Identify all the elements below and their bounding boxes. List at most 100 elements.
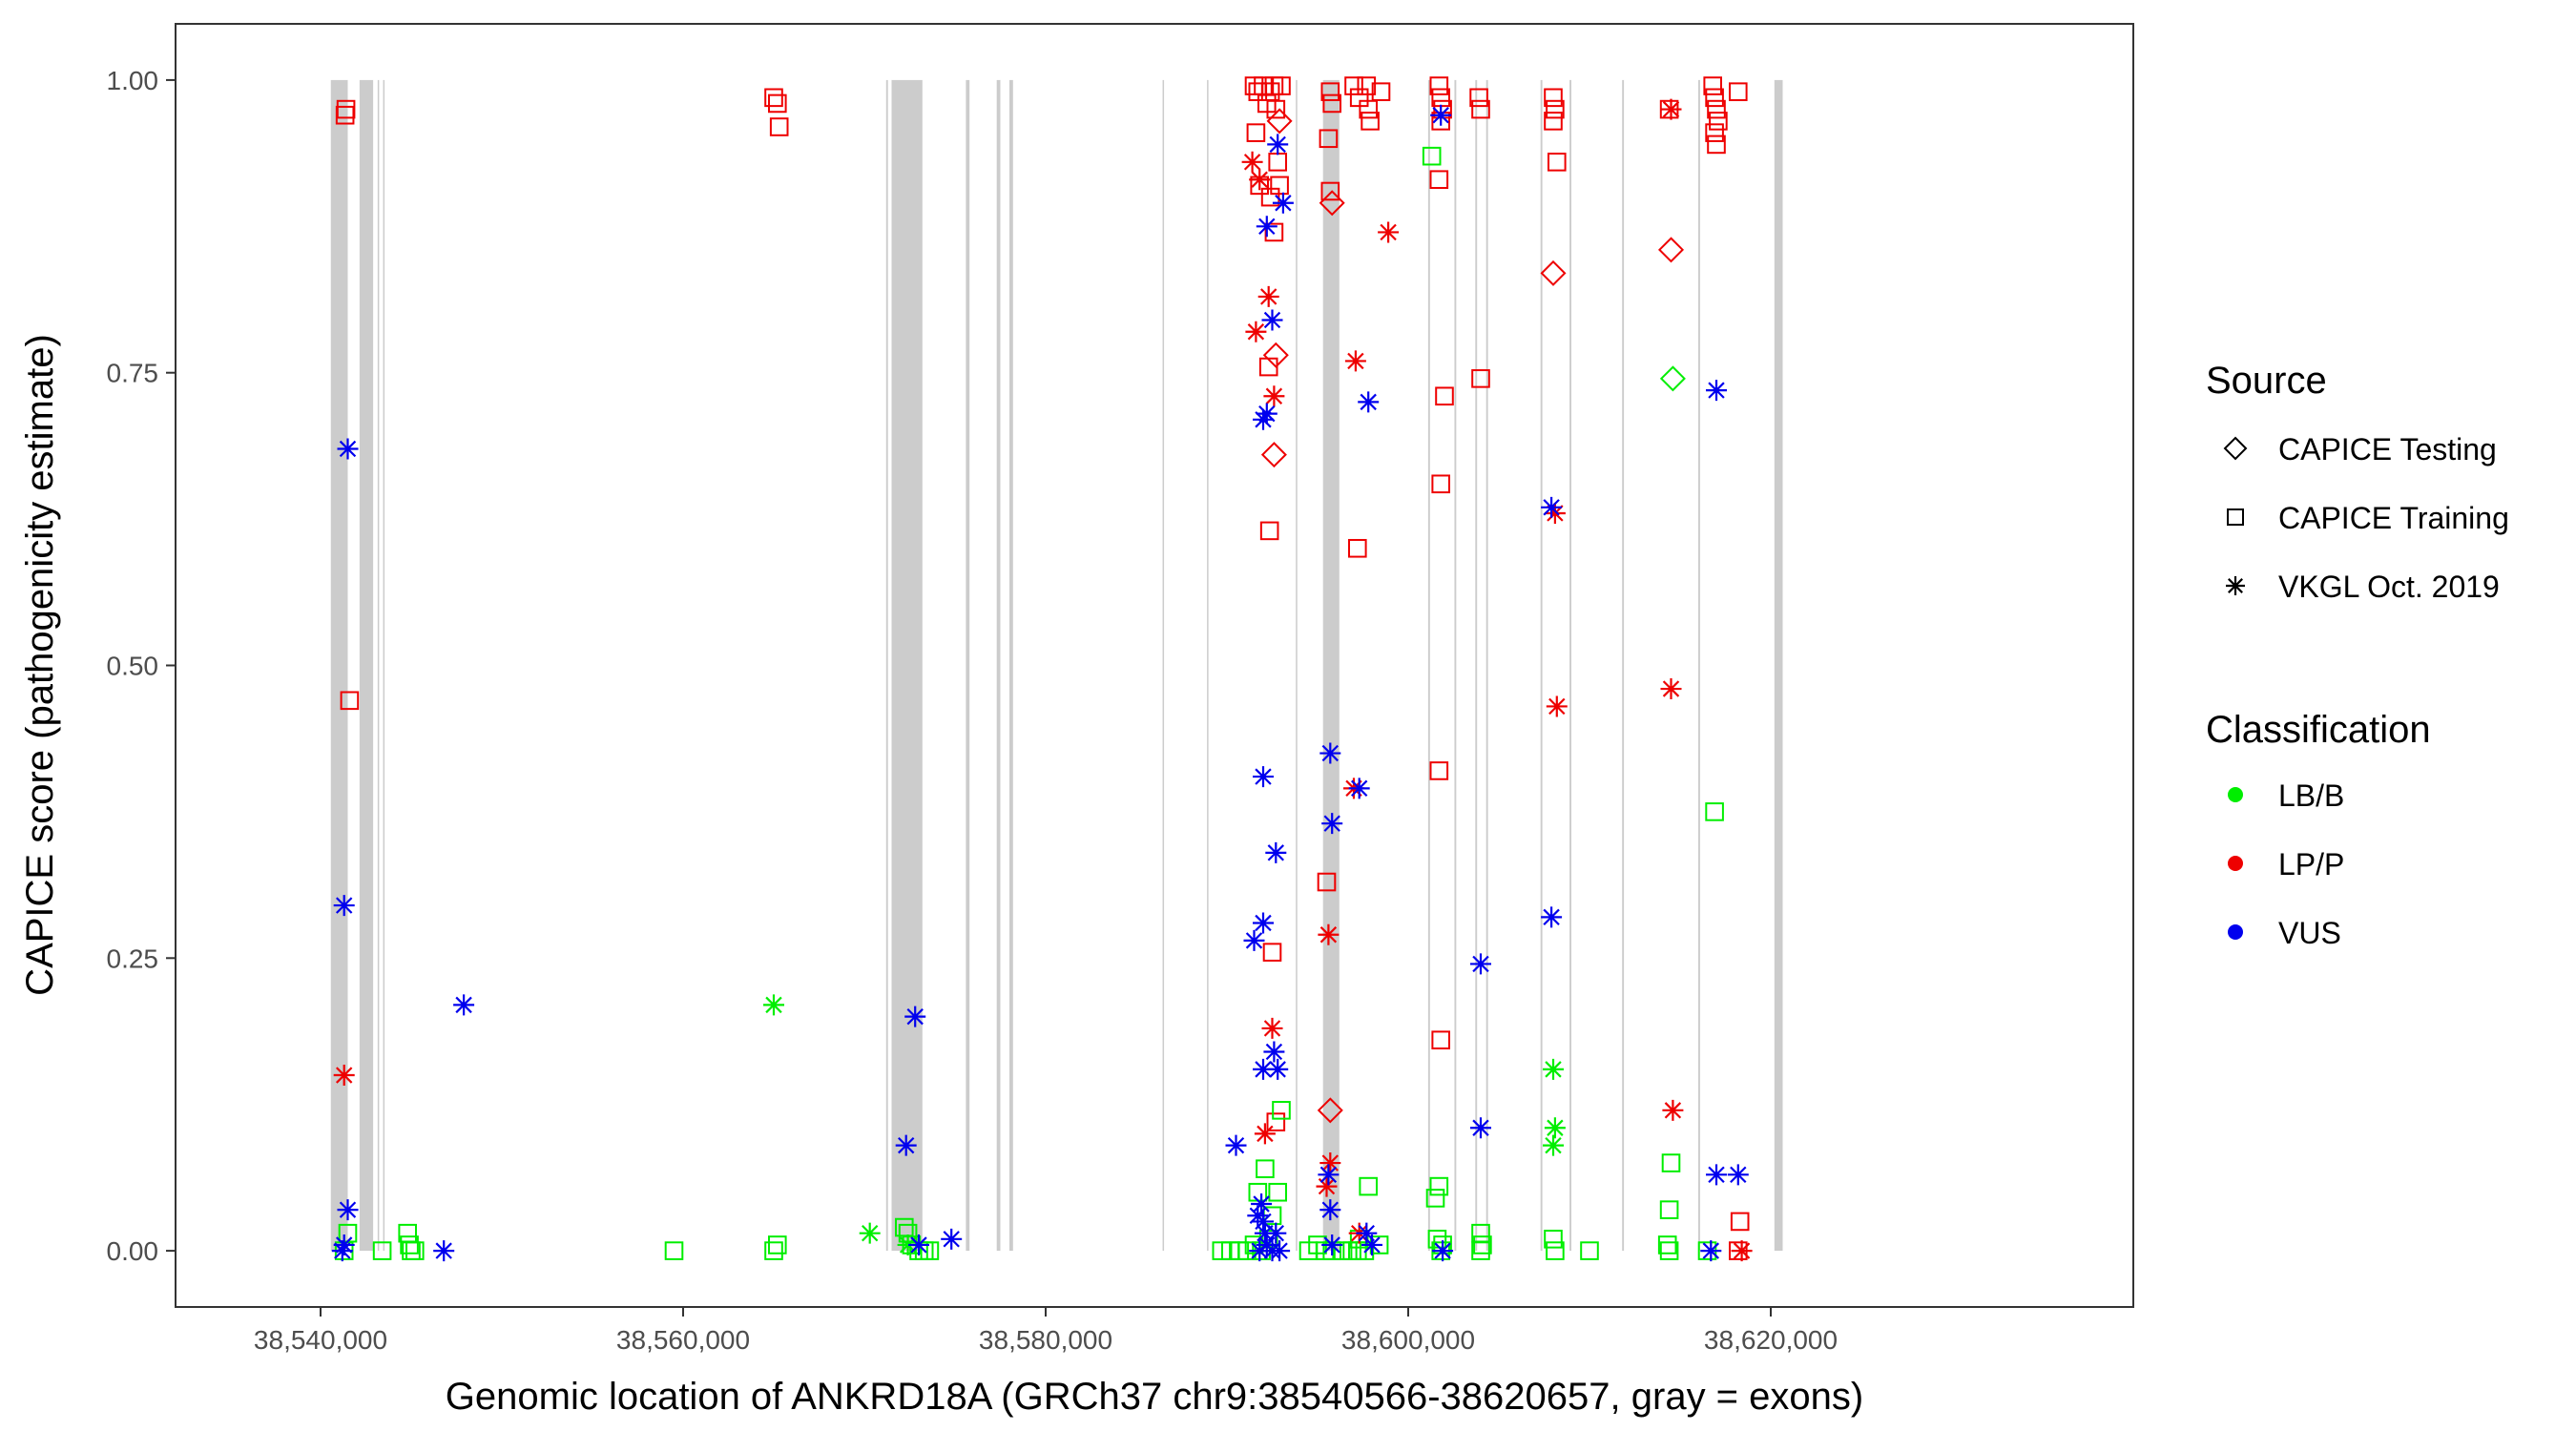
legend-classification-title: Classification	[2206, 709, 2431, 751]
exon-band	[359, 79, 374, 1252]
data-point	[405, 1241, 425, 1260]
data-point	[1264, 222, 1284, 242]
data-point	[1317, 1097, 1343, 1124]
legend-label: LP/P	[2278, 847, 2344, 881]
data-point	[1319, 1152, 1341, 1174]
data-point	[1657, 1235, 1677, 1255]
legend-key-color	[2228, 924, 2243, 940]
data-point	[1657, 237, 1685, 263]
data-point	[1544, 502, 1566, 524]
data-point	[1431, 1030, 1451, 1050]
data-point	[372, 1241, 392, 1260]
data-point	[1359, 1176, 1379, 1196]
data-point	[1245, 321, 1267, 342]
data-point	[1469, 88, 1488, 108]
data-point	[1541, 906, 1563, 928]
exon-band	[383, 79, 385, 1252]
data-point	[1659, 365, 1686, 392]
exon-band	[1698, 79, 1700, 1252]
data-point	[1316, 1175, 1338, 1197]
data-point	[1544, 1117, 1566, 1139]
y-tick-label: 0.00	[107, 1236, 159, 1266]
exon-band	[891, 79, 923, 1252]
data-point	[1473, 1235, 1492, 1255]
data-point	[337, 1199, 359, 1221]
data-point	[1344, 350, 1366, 372]
data-point	[1431, 474, 1451, 494]
data-point	[1705, 802, 1724, 821]
data-points	[331, 76, 1753, 1262]
legend-key-color	[2228, 856, 2243, 871]
data-point	[1707, 99, 1726, 119]
data-point	[1546, 99, 1565, 119]
data-point	[1319, 129, 1339, 149]
exon-band	[1009, 79, 1013, 1252]
data-point	[1265, 841, 1287, 863]
data-point	[337, 438, 359, 460]
y-tick-label: 0.50	[107, 652, 159, 681]
x-tick-label: 38,540,000	[254, 1325, 387, 1355]
data-point	[763, 994, 784, 1016]
legend-key-asterisk	[2226, 576, 2245, 595]
data-point	[1359, 99, 1379, 119]
x-tick-label: 38,620,000	[1704, 1325, 1838, 1355]
data-point	[908, 1234, 929, 1255]
exon-band	[1569, 79, 1571, 1252]
data-point	[1266, 108, 1293, 135]
data-point	[1700, 1240, 1722, 1262]
exon-band	[330, 79, 348, 1252]
data-point	[1225, 1134, 1247, 1156]
data-point	[1319, 742, 1341, 764]
data-point	[1321, 1234, 1343, 1255]
data-point	[1543, 1058, 1564, 1080]
data-point	[1253, 408, 1274, 430]
data-point	[1241, 151, 1263, 173]
data-point	[768, 1235, 787, 1255]
legend-label: VUS	[2278, 916, 2341, 950]
data-point	[1319, 190, 1345, 217]
data-point	[1378, 221, 1400, 243]
data-point	[1320, 82, 1340, 101]
data-point	[1422, 146, 1442, 166]
data-point	[1256, 216, 1278, 238]
data-point	[1269, 1240, 1291, 1262]
data-point	[1429, 76, 1449, 95]
data-point	[1546, 1241, 1565, 1260]
data-point	[1319, 1199, 1341, 1221]
exon-band	[1454, 79, 1457, 1252]
data-point	[1272, 192, 1294, 214]
data-point	[1709, 112, 1728, 131]
data-point	[1544, 1230, 1563, 1249]
data-point	[1261, 309, 1283, 331]
data-point	[1260, 187, 1280, 207]
exon-band	[1322, 79, 1340, 1252]
data-point	[1541, 496, 1563, 518]
data-point	[453, 994, 475, 1016]
x-axis: 38,540,000 38,560,000 38,580,000 38,600,000…	[254, 1307, 1838, 1355]
data-point	[1266, 99, 1286, 119]
data-point	[1707, 135, 1726, 155]
data-point	[1262, 342, 1289, 368]
data-point	[1425, 1189, 1445, 1208]
data-point	[1544, 112, 1563, 131]
data-point	[1265, 1222, 1287, 1244]
exon-band	[1774, 79, 1783, 1252]
data-point	[1548, 153, 1567, 172]
data-point	[1259, 521, 1279, 541]
data-point	[1348, 778, 1370, 799]
y-tick-label: 0.25	[107, 944, 159, 973]
legend: Source CAPICE Testing CAPICE Training VKGL…	[2206, 360, 2509, 950]
data-point	[1272, 76, 1291, 95]
data-point	[1254, 1123, 1276, 1145]
data-point	[1322, 93, 1342, 114]
data-point	[1432, 1240, 1454, 1262]
legend-key-diamond	[2223, 436, 2248, 461]
data-point	[333, 895, 355, 917]
exon-band	[1540, 79, 1543, 1252]
data-point	[859, 1222, 881, 1244]
exon-band	[1475, 79, 1478, 1252]
exon-band	[996, 79, 1001, 1252]
data-point	[1246, 123, 1266, 142]
data-point	[764, 1241, 783, 1260]
